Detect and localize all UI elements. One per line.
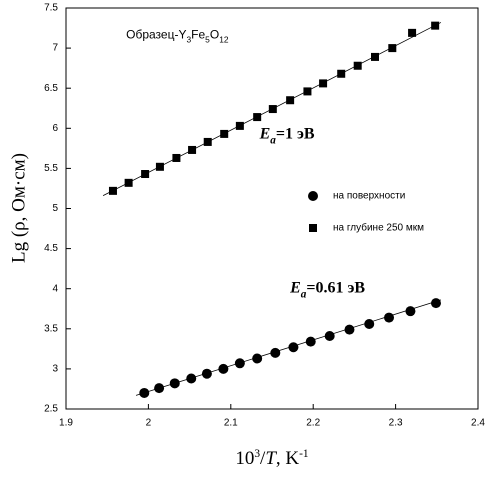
label-part: T [265, 448, 277, 469]
point [364, 318, 375, 329]
y-tick-label: 2.5 [44, 404, 58, 415]
y-tick-label: 4 [52, 283, 58, 294]
point [141, 170, 150, 179]
x-axis-label: 103/T, K-1 [235, 448, 309, 470]
point [388, 44, 397, 53]
point [270, 347, 281, 358]
point [188, 145, 197, 154]
point [169, 378, 180, 389]
label-part: E [289, 279, 301, 296]
legend-marker [308, 191, 318, 201]
point [337, 69, 346, 78]
point [155, 162, 164, 171]
label-part: O [210, 27, 219, 41]
label-part: =0.61 эВ [306, 279, 365, 296]
label-part: 5 [205, 34, 210, 44]
label-part: Fe [191, 27, 205, 41]
point [268, 105, 277, 114]
point [218, 363, 229, 374]
point [220, 129, 229, 138]
point [139, 387, 150, 398]
point [286, 96, 295, 105]
label-part: 3 [186, 34, 191, 44]
point [253, 113, 262, 122]
legend-marker [309, 224, 317, 232]
label-part: E [259, 125, 271, 142]
point [288, 342, 299, 353]
y-axis-label: Lg (ρ, Ом·см) [8, 153, 29, 263]
annotation: Ea=1 эВ [259, 125, 315, 146]
label-part: -1 [299, 448, 309, 460]
point [431, 21, 440, 30]
point [371, 52, 379, 61]
y-tick-label: 3 [52, 364, 58, 375]
x-tick-label: 2 [146, 418, 152, 429]
point [384, 312, 395, 323]
y-tick-label: 4.5 [44, 243, 58, 254]
y-tick-label: 6 [52, 123, 58, 134]
y-tick-label: 7.5 [44, 3, 58, 14]
annotation: Ea=0.61 эВ [289, 279, 365, 300]
point [203, 137, 212, 146]
x-tick-label: 2.1 [224, 418, 238, 429]
point [319, 79, 328, 88]
y-tick-label: 7 [52, 43, 58, 54]
point [234, 358, 245, 369]
point [154, 383, 165, 394]
point [235, 121, 244, 130]
label-part: =1 эВ [276, 125, 315, 142]
point [172, 153, 181, 162]
point [252, 353, 263, 364]
point [405, 306, 416, 317]
point [124, 178, 133, 187]
label-part: 12 [219, 34, 229, 44]
legend-label: на поверхности [333, 191, 405, 202]
x-tick-label: 2.3 [389, 418, 403, 429]
point [430, 298, 441, 309]
label-part: 10 [235, 448, 254, 469]
y-tick-label: 3.5 [44, 323, 58, 334]
point [305, 336, 316, 347]
point [186, 373, 197, 384]
label-part: / [260, 448, 266, 469]
legend-label: на глубине 250 мкм [333, 222, 424, 234]
point [303, 87, 312, 96]
point [344, 324, 355, 335]
label-part: a [270, 134, 276, 146]
x-tick-label: 1.9 [59, 418, 73, 429]
label-part: 3 [254, 448, 260, 460]
point [353, 61, 362, 70]
y-tick-label: 6.5 [44, 83, 58, 94]
x-tick-label: 2.4 [471, 418, 485, 429]
label-part: Образец-Y [126, 27, 186, 41]
label-part: , K [276, 448, 300, 469]
plot-frame [65, 7, 479, 410]
y-tick-label: 5.5 [44, 163, 58, 174]
label-part: a [301, 288, 307, 300]
point [408, 28, 417, 37]
point [201, 368, 212, 379]
point [108, 186, 117, 195]
x-tick-label: 2.2 [306, 418, 320, 429]
annotation: Образец-Y3Fe5O12 [126, 27, 229, 44]
y-tick-label: 5 [52, 203, 58, 214]
point [324, 331, 335, 342]
